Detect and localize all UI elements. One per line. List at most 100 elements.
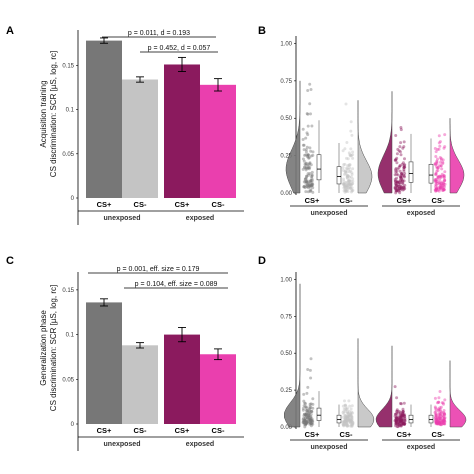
y-tick-label-B: 0.00 bbox=[280, 191, 292, 197]
data-point-B bbox=[344, 169, 348, 173]
data-point-B bbox=[434, 183, 438, 187]
data-point-D bbox=[399, 415, 403, 419]
data-point-B bbox=[398, 169, 402, 173]
data-point-D bbox=[440, 421, 443, 425]
data-point-D bbox=[442, 422, 446, 425]
data-point-B bbox=[310, 174, 314, 178]
y-axis-label-A: Acquisition training bbox=[39, 80, 48, 147]
data-point-B bbox=[342, 184, 346, 188]
data-point-B bbox=[309, 188, 313, 192]
data-point-B bbox=[347, 182, 351, 186]
data-point-D bbox=[308, 418, 312, 422]
data-point-B bbox=[306, 112, 310, 116]
data-point-D bbox=[437, 419, 441, 423]
data-point-D bbox=[401, 416, 405, 420]
data-point-B bbox=[394, 189, 398, 193]
data-point-B bbox=[348, 178, 352, 182]
data-point-B bbox=[308, 172, 312, 175]
data-point-D bbox=[440, 423, 444, 427]
data-point-B bbox=[436, 157, 439, 161]
data-point-D bbox=[343, 417, 347, 421]
data-point-B bbox=[442, 184, 445, 188]
data-point-B bbox=[400, 179, 404, 183]
data-point-D bbox=[306, 410, 310, 414]
data-point-D bbox=[343, 414, 347, 418]
data-point-B bbox=[402, 187, 406, 191]
data-point-D bbox=[351, 420, 355, 424]
data-point-B bbox=[435, 165, 439, 169]
data-point-B bbox=[343, 185, 347, 189]
group-label-B: unexposed bbox=[311, 210, 348, 217]
data-point-D bbox=[394, 418, 398, 422]
data-point-D bbox=[310, 418, 314, 422]
data-point-B bbox=[438, 140, 442, 144]
data-point-B bbox=[402, 165, 406, 169]
data-point-B bbox=[303, 186, 307, 190]
data-point-B bbox=[310, 184, 314, 188]
data-point-D bbox=[346, 412, 350, 416]
data-point-B bbox=[302, 143, 306, 147]
data-point-D bbox=[351, 422, 355, 426]
data-point-B bbox=[433, 162, 437, 166]
data-point-B bbox=[443, 179, 447, 183]
data-point-D bbox=[403, 413, 407, 417]
data-point-B bbox=[344, 102, 348, 106]
data-point-B bbox=[439, 174, 443, 178]
data-point-D bbox=[308, 368, 312, 372]
category-label-D: CS- bbox=[432, 430, 445, 439]
data-point-B bbox=[395, 161, 399, 165]
bar-C bbox=[200, 354, 236, 424]
data-point-D bbox=[343, 419, 347, 423]
data-point-D bbox=[434, 413, 438, 417]
data-point-B bbox=[304, 150, 308, 154]
data-point-B bbox=[394, 191, 398, 195]
data-point-B bbox=[435, 186, 439, 190]
data-point-B bbox=[442, 174, 446, 178]
data-point-D bbox=[347, 418, 351, 422]
data-point-B bbox=[435, 189, 439, 193]
y-tick-label-D: 0.50 bbox=[280, 351, 292, 357]
data-point-B bbox=[308, 146, 312, 150]
data-point-D bbox=[403, 416, 407, 420]
data-point-B bbox=[309, 189, 313, 193]
data-point-B bbox=[343, 147, 347, 151]
violin-B bbox=[449, 118, 465, 194]
data-point-B bbox=[441, 183, 445, 187]
data-point-D bbox=[311, 397, 315, 401]
data-point-B bbox=[443, 185, 446, 189]
data-point-D bbox=[433, 411, 437, 414]
data-point-B bbox=[345, 176, 349, 179]
data-point-D bbox=[438, 417, 442, 421]
data-point-D bbox=[348, 420, 352, 424]
data-point-B bbox=[304, 166, 308, 170]
data-point-D bbox=[439, 421, 443, 425]
data-point-B bbox=[437, 164, 441, 168]
data-point-B bbox=[348, 163, 352, 167]
data-point-D bbox=[308, 418, 312, 422]
data-point-D bbox=[443, 422, 446, 426]
data-point-B bbox=[398, 181, 402, 185]
data-point-B bbox=[395, 180, 399, 184]
data-point-B bbox=[396, 180, 400, 184]
data-point-D bbox=[401, 422, 405, 426]
data-point-B bbox=[304, 163, 308, 167]
data-point-D bbox=[399, 410, 403, 414]
data-point-B bbox=[443, 182, 447, 186]
data-point-D bbox=[437, 414, 441, 418]
data-point-D bbox=[394, 419, 398, 423]
data-point-B bbox=[344, 170, 348, 174]
data-point-B bbox=[398, 145, 402, 149]
data-point-D bbox=[398, 419, 402, 423]
data-point-D bbox=[436, 418, 440, 422]
data-point-D bbox=[395, 410, 399, 414]
data-point-B bbox=[342, 182, 346, 186]
data-point-D bbox=[398, 421, 402, 425]
data-point-D bbox=[397, 419, 400, 423]
data-point-B bbox=[348, 170, 351, 174]
data-point-B bbox=[435, 181, 439, 185]
data-point-D bbox=[304, 413, 307, 417]
data-point-B bbox=[403, 157, 406, 161]
data-point-D bbox=[394, 412, 398, 416]
data-point-D bbox=[436, 415, 440, 419]
data-point-B bbox=[346, 183, 350, 187]
